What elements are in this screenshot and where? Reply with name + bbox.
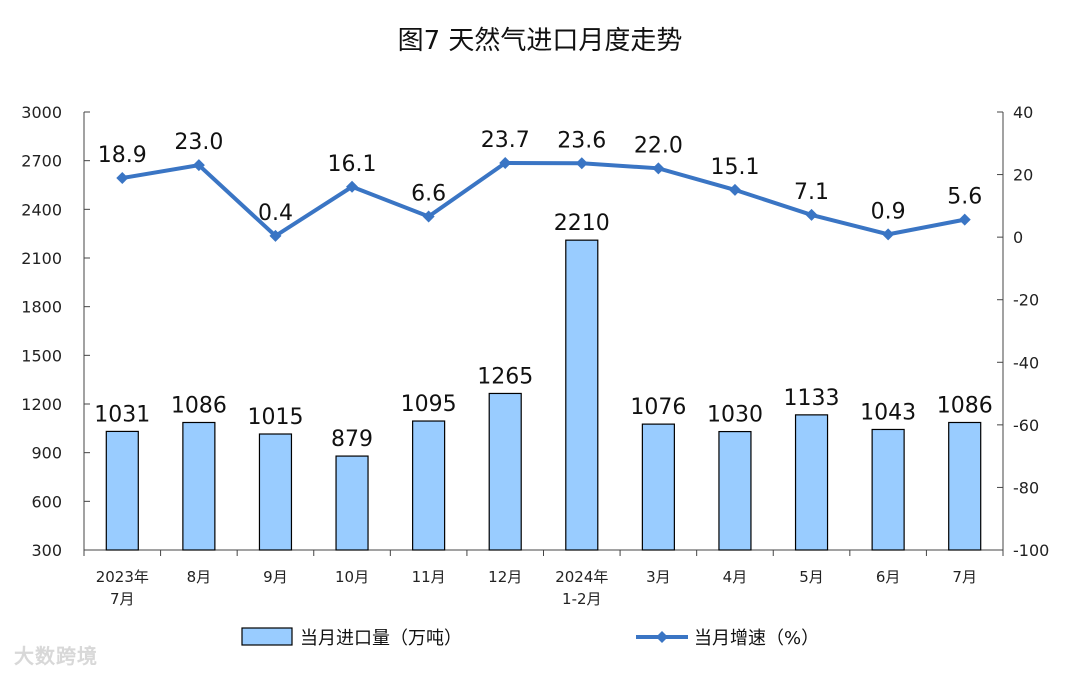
bar-value-label: 1086 — [171, 393, 227, 418]
line-point — [882, 228, 895, 241]
y-left-tick-label: 1500 — [21, 346, 62, 365]
bar-value-label: 1043 — [860, 400, 916, 425]
x-tick-label: 8月 — [187, 568, 212, 586]
y-left-tick-label: 2100 — [21, 249, 62, 268]
x-tick-label: 6月 — [876, 568, 901, 586]
line-point — [116, 172, 129, 185]
x-tick-label: 7月 — [952, 568, 977, 586]
y-left-tick-label: 3000 — [21, 103, 62, 122]
line-value-label: 23.6 — [557, 128, 606, 153]
bar-value-label: 1030 — [707, 403, 763, 428]
line-point — [346, 180, 359, 193]
watermark: 大数跨境 — [14, 644, 98, 668]
y-right-tick-label: -20 — [1013, 291, 1039, 310]
y-right-tick-label: 20 — [1013, 166, 1033, 185]
bar-value-label: 1076 — [630, 395, 686, 420]
legend-label-bar: 当月进口量（万吨） — [300, 628, 462, 649]
line-value-label: 0.4 — [258, 201, 293, 226]
bar — [488, 392, 522, 551]
y-left-tick-label: 2400 — [21, 200, 62, 219]
x-tick-label: 10月 — [335, 568, 369, 586]
line-point — [958, 213, 971, 226]
chart-title: 图7 天然气进口月度走势 — [397, 26, 683, 56]
data-labels: 1031 1086 1015 879 1095 1265 2210 1076 1030 1133 1… — [94, 128, 992, 452]
line-value-label: 18.9 — [98, 143, 147, 168]
bar-value-label: 1015 — [247, 405, 303, 430]
y-right-tick-label: 40 — [1013, 103, 1033, 122]
legend: 当月进口量（万吨） 当月增速（%） — [241, 627, 819, 649]
bar-value-label: 1133 — [784, 386, 840, 411]
legend-marker — [656, 631, 668, 643]
line-point — [652, 162, 665, 175]
bar-value-label: 879 — [331, 427, 373, 452]
bar — [565, 239, 599, 551]
axes: 300 600 900 1200 1500 1800 2100 2400 2700 3000 -10… — [21, 103, 1049, 608]
bar — [641, 423, 675, 551]
line-point — [422, 210, 435, 223]
bar — [335, 455, 369, 551]
line-value-label: 16.1 — [328, 152, 377, 177]
bar — [948, 421, 982, 551]
growth-line — [121, 160, 966, 239]
bar-value-label: 1086 — [937, 393, 993, 418]
line-point — [192, 159, 205, 172]
y-left-tick-label: 600 — [31, 492, 62, 511]
y-right-tick-label: -60 — [1013, 416, 1039, 435]
line-point — [499, 156, 512, 169]
x-tick-label: 11月 — [412, 568, 446, 586]
y-right-tick-label: -80 — [1013, 478, 1039, 497]
line-value-label: 22.0 — [634, 133, 683, 158]
y-left-tick-label: 1800 — [21, 298, 62, 317]
bar-value-label: 1031 — [94, 402, 150, 427]
line-point — [575, 157, 588, 170]
legend-label-line: 当月增速（%） — [694, 628, 819, 649]
line-value-label: 0.9 — [871, 199, 906, 224]
bar — [182, 421, 216, 551]
line-value-label: 23.7 — [481, 128, 530, 153]
line-value-label: 23.0 — [174, 130, 223, 155]
bar-value-label: 2210 — [554, 211, 610, 236]
bar — [105, 430, 139, 551]
bar — [412, 420, 446, 551]
line-point — [805, 208, 818, 221]
x-tick-label: 2023年 7月 — [96, 568, 149, 608]
y-left-tick-label: 300 — [31, 541, 62, 560]
line-series — [116, 156, 971, 242]
x-tick-label: 12月 — [488, 568, 522, 586]
x-tick-label: 2024年 1-2月 — [555, 568, 608, 608]
x-tick-label: 3月 — [646, 568, 671, 586]
line-value-label: 15.1 — [710, 155, 759, 180]
y-right-tick-label: 0 — [1013, 228, 1023, 247]
y-left-tick-label: 2700 — [21, 152, 62, 171]
y-right-tick-label: -100 — [1013, 541, 1049, 560]
legend-swatch-bar — [241, 627, 293, 646]
line-value-label: 7.1 — [794, 180, 829, 205]
x-tick-label: 4月 — [723, 568, 748, 586]
line-value-label: 5.6 — [947, 185, 982, 210]
bar — [718, 430, 752, 551]
bar-value-label: 1095 — [401, 392, 457, 417]
bar — [258, 433, 293, 551]
line-point — [269, 229, 282, 242]
line-value-label: 6.6 — [411, 181, 446, 206]
bar-value-label: 1265 — [477, 364, 533, 389]
y-left-tick-label: 900 — [31, 444, 62, 463]
y-right-tick-label: -40 — [1013, 353, 1039, 372]
bar — [794, 414, 829, 551]
y-left-tick-label: 1200 — [21, 395, 62, 414]
bar — [871, 428, 905, 551]
x-tick-label: 5月 — [799, 568, 824, 586]
line-point — [728, 183, 741, 196]
bar-series — [105, 239, 982, 551]
x-tick-label: 9月 — [263, 568, 288, 586]
